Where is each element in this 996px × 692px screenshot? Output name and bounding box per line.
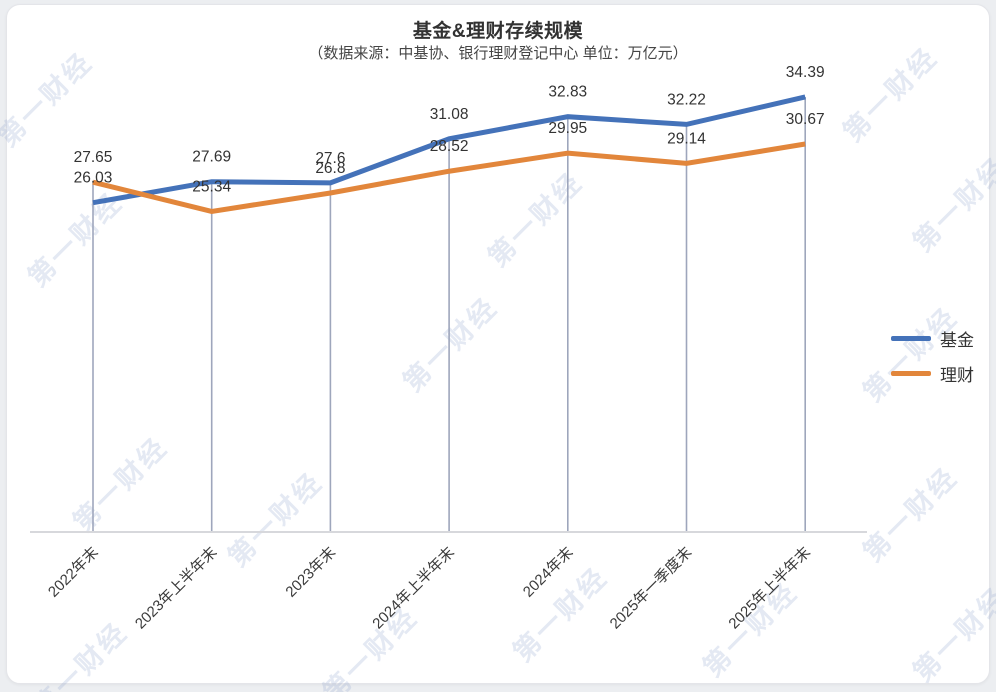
series-line-基金 [92,94,806,206]
data-label-基金: 34.39 [786,64,825,81]
data-label-基金: 32.22 [667,91,706,108]
legend-item-理财: 理财 [891,361,974,386]
chart-legend: 基金 理财 [891,326,974,386]
legend-swatch [891,371,931,376]
x-tick-label: 2024年上半年末 [369,544,458,633]
data-label-基金: 27.69 [192,149,231,166]
legend-label: 理财 [940,366,974,385]
data-label-理财: 30.67 [786,111,825,128]
data-label-基金: 32.83 [548,84,587,101]
data-label-理财: 29.14 [667,130,706,147]
data-label-理财: 25.34 [192,178,231,195]
data-label-理财: 29.95 [548,120,587,137]
data-label-理财: 26.8 [315,160,345,177]
x-tick-label: 2023年上半年末 [132,544,221,633]
data-label-基金: 31.08 [430,106,469,123]
data-label-基金: 26.03 [74,170,113,187]
data-label-理财: 28.52 [430,138,469,155]
chart-subtitle: （数据来源：中基协、银行理财登记中心 单位：万亿元） [308,45,688,62]
data-label-理财: 27.65 [74,149,113,166]
series-line-理财 [92,141,806,214]
chart-title: 基金&理财存续规模 [412,21,584,42]
legend-label: 基金 [940,331,974,350]
chart-card [6,4,990,684]
x-tick-label: 2023年末 [282,544,339,601]
x-tick-label: 2025年一季度末 [607,544,696,633]
legend-swatch [891,336,931,341]
x-tick-label: 2022年末 [45,544,102,601]
x-tick-label: 2025年上半年末 [725,544,814,633]
data-label-基金: 27.6 [315,150,345,167]
x-tick-label: 2024年末 [520,544,577,601]
legend-item-基金: 基金 [891,326,974,351]
